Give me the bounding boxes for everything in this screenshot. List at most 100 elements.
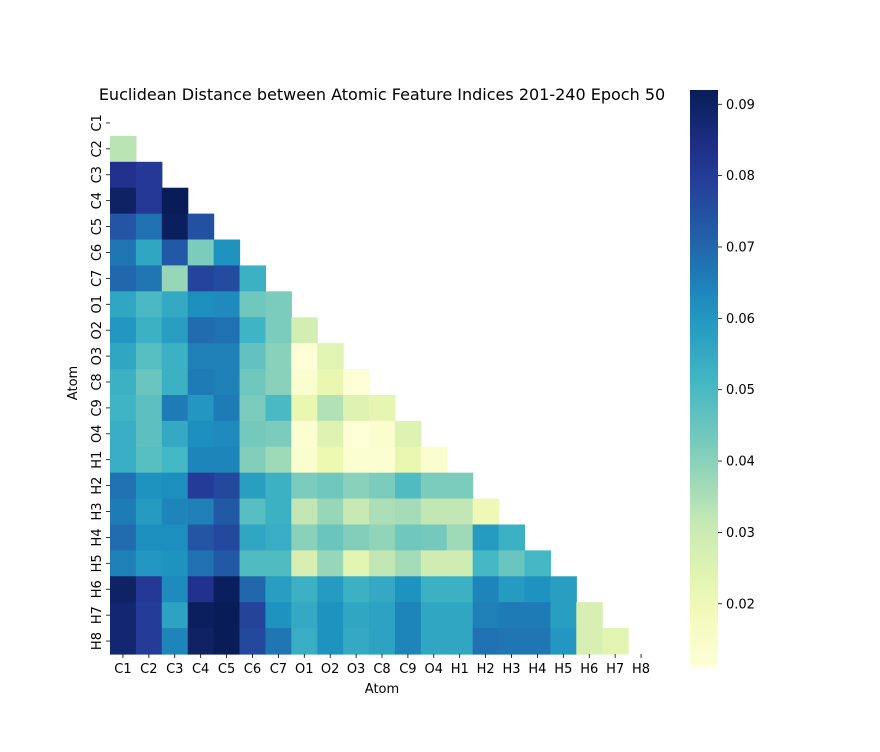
colorbar-ticks: 0.02 0.03 0.04 0.05 0.06 0.07 0.08 0.09	[718, 98, 755, 612]
heatmap-cell	[524, 602, 551, 629]
y-tick-label: C1	[90, 114, 105, 131]
heatmap-cell	[420, 446, 448, 474]
heatmap-cell	[187, 550, 215, 577]
x-tick-label: H3	[503, 662, 521, 677]
x-tick-label: C6	[244, 662, 261, 677]
x-tick-label: C3	[166, 662, 183, 677]
heatmap-cell	[239, 602, 267, 629]
heatmap-cell	[239, 446, 267, 474]
heatmap-cell	[110, 135, 137, 163]
heatmap-cell	[343, 628, 370, 655]
heatmap-cell	[265, 472, 292, 500]
heatmap-cell	[161, 446, 189, 474]
heatmap-cell	[187, 472, 215, 500]
heatmap-cell	[135, 343, 163, 370]
heatmap-cell	[317, 369, 344, 396]
colorbar-tick-label: 0.04	[726, 455, 755, 470]
heatmap-cell	[135, 239, 163, 267]
colorbar-gradient	[690, 90, 718, 668]
heatmap-cell	[291, 498, 318, 526]
heatmap-cell	[187, 343, 215, 370]
heatmap-cell	[498, 550, 526, 577]
heatmap-cell	[187, 628, 215, 655]
heatmap-cell	[317, 524, 344, 551]
heatmap-cell	[369, 394, 396, 422]
heatmap-cell	[265, 602, 292, 629]
heatmap-cell	[161, 550, 189, 577]
heatmap-cell	[446, 576, 474, 603]
heatmap-cell	[343, 394, 370, 422]
heatmap-cell	[187, 213, 215, 241]
heatmap-cell	[213, 239, 241, 267]
heatmap-cell	[343, 550, 370, 577]
heatmap-cells	[110, 135, 629, 655]
heatmap-cell	[161, 317, 189, 344]
heatmap-cell	[187, 446, 215, 474]
heatmap-cell	[161, 213, 189, 241]
heatmap-cell	[239, 317, 267, 344]
y-tick-label: H7	[90, 606, 105, 624]
heatmap-cell	[265, 498, 292, 526]
heatmap-cell	[550, 576, 577, 603]
y-tick-label: C2	[90, 140, 105, 157]
heatmap-cell	[110, 420, 137, 448]
heatmap-cell	[343, 472, 370, 500]
heatmap-cell	[187, 291, 215, 318]
heatmap-cell	[161, 602, 189, 629]
heatmap-cell	[110, 524, 137, 551]
heatmap-cell	[317, 602, 344, 629]
heatmap-cell	[291, 628, 318, 655]
heatmap-cell	[317, 394, 344, 422]
heatmap-cell	[110, 472, 137, 500]
heatmap-cell	[265, 317, 292, 344]
heatmap-cell	[291, 343, 318, 370]
y-tick-label: H5	[90, 554, 105, 572]
heatmap-cell	[265, 628, 292, 655]
x-tick-label: C7	[270, 662, 287, 677]
x-tick-label: C1	[114, 662, 131, 677]
heatmap-cell	[472, 602, 500, 629]
colorbar-tick-label: 0.02	[726, 597, 755, 612]
heatmap-cell	[213, 628, 241, 655]
y-tick-label: C3	[90, 166, 105, 183]
heatmap-cell	[110, 239, 137, 267]
heatmap-cell	[394, 498, 422, 526]
heatmap-cell	[187, 420, 215, 448]
heatmap-cell	[394, 550, 422, 577]
heatmap-cell	[420, 524, 448, 551]
heatmap-cell	[343, 498, 370, 526]
heatmap-cell	[394, 602, 422, 629]
x-tick-label: H7	[606, 662, 624, 677]
heatmap-cell	[265, 369, 292, 396]
heatmap-cell	[213, 265, 241, 292]
heatmap-cell	[472, 524, 500, 551]
heatmap-cell	[291, 446, 318, 474]
heatmap-cell	[161, 420, 189, 448]
heatmap-cell	[187, 498, 215, 526]
heatmap-cell	[187, 576, 215, 603]
heatmap-cell	[213, 394, 241, 422]
heatmap-cell	[135, 602, 163, 629]
heatmap-cell	[213, 446, 241, 474]
heatmap-cell	[265, 576, 292, 603]
heatmap-cell	[135, 317, 163, 344]
heatmap-cell	[265, 446, 292, 474]
heatmap-cell	[265, 343, 292, 370]
heatmap-cell	[369, 550, 396, 577]
heatmap-cell	[239, 265, 267, 292]
x-tick-label: H6	[580, 662, 598, 677]
heatmap-cell	[291, 472, 318, 500]
heatmap-cell	[472, 576, 500, 603]
x-tick-label: O1	[295, 662, 314, 677]
heatmap-cell	[291, 576, 318, 603]
heatmap-cell	[110, 628, 137, 655]
heatmap-cell	[343, 369, 370, 396]
colorbar-tick-label: 0.03	[726, 526, 755, 541]
heatmap-cell	[369, 602, 396, 629]
heatmap-cell	[135, 550, 163, 577]
heatmap-cell	[446, 550, 474, 577]
heatmap-cell	[187, 317, 215, 344]
heatmap-cell	[343, 446, 370, 474]
heatmap-cell	[550, 628, 577, 655]
